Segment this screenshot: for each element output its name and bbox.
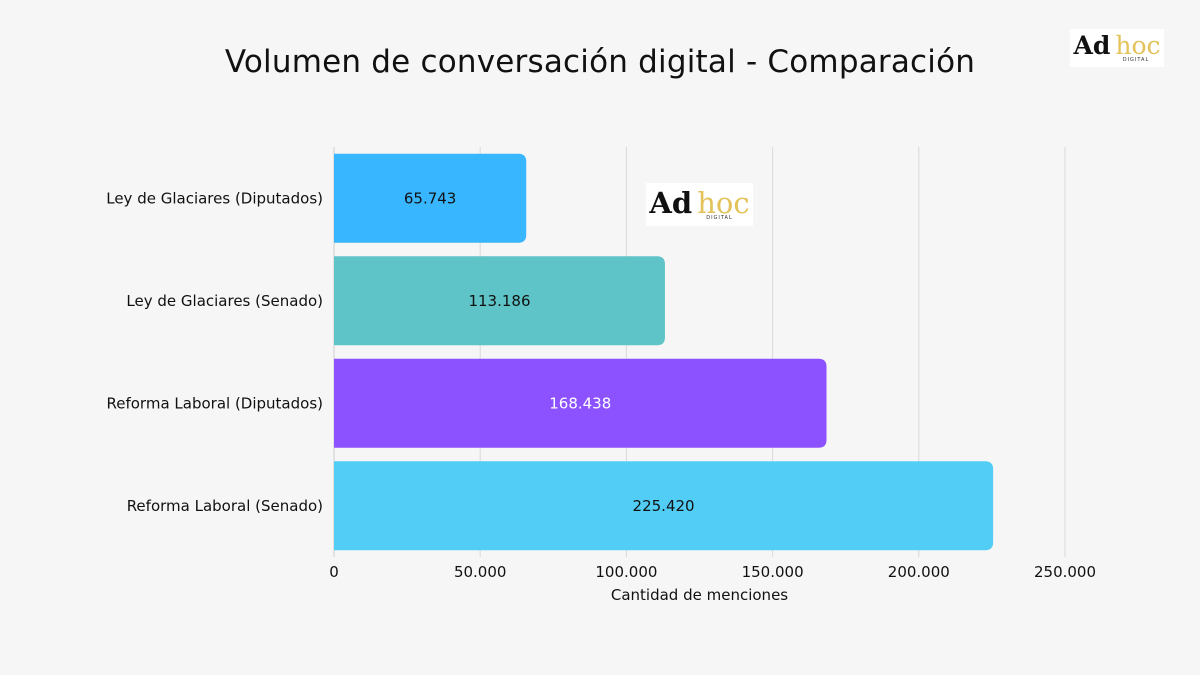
category-label: Ley de Glaciares (Diputados) xyxy=(106,189,323,207)
logo-ad-text: Ad xyxy=(649,186,693,220)
x-tick-label: 0 xyxy=(329,563,339,581)
x-axis-title: Cantidad de menciones xyxy=(611,586,788,604)
x-tick-label: 250.000 xyxy=(1034,563,1096,581)
bar xyxy=(334,153,527,243)
logo-sub-text: DIGITAL xyxy=(706,215,733,221)
data-label: 65.743 xyxy=(404,189,457,207)
bar xyxy=(334,256,665,346)
x-tick-label: 200.000 xyxy=(888,563,950,581)
x-tick-label: 100.000 xyxy=(595,563,657,581)
data-label: 225.420 xyxy=(633,497,695,515)
adhoc-logo: Ad hoc DIGITAL xyxy=(1070,29,1164,67)
logo-hoc-text: hoc xyxy=(697,186,750,220)
x-tick-label: 150.000 xyxy=(742,563,804,581)
category-label: Reforma Laboral (Senado) xyxy=(127,497,323,515)
bar xyxy=(334,461,994,551)
data-label: 168.438 xyxy=(549,394,611,412)
logo-sub-text: DIGITAL xyxy=(1122,57,1150,63)
chart-title: Volumen de conversación digital - Compar… xyxy=(224,44,976,80)
x-tick-label: 50.000 xyxy=(454,563,507,581)
adhoc-watermark-logo: Ad hoc DIGITAL xyxy=(646,183,753,226)
category-label: Ley de Glaciares (Senado) xyxy=(126,292,323,310)
category-label: Reforma Laboral (Diputados) xyxy=(107,394,324,412)
logo-ad-text: Ad xyxy=(1073,31,1111,60)
data-label: 113.186 xyxy=(468,292,530,310)
logo-hoc-text: hoc xyxy=(1115,31,1161,60)
bar xyxy=(334,358,827,448)
